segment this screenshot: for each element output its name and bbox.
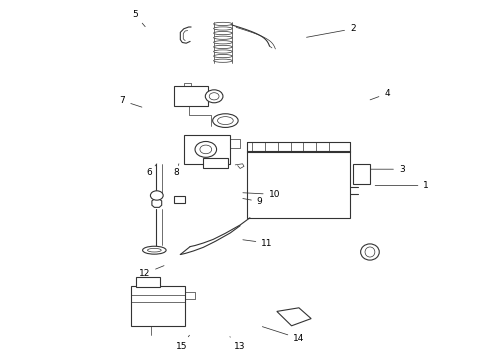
Text: 11: 11 — [243, 238, 273, 248]
Ellipse shape — [214, 50, 232, 53]
Text: 14: 14 — [262, 327, 305, 343]
Ellipse shape — [213, 114, 238, 127]
Ellipse shape — [214, 41, 232, 44]
Text: 8: 8 — [173, 164, 179, 177]
Circle shape — [200, 145, 212, 154]
Ellipse shape — [214, 31, 232, 35]
Bar — [174, 196, 185, 203]
Text: 1: 1 — [375, 181, 429, 190]
Bar — [131, 286, 185, 326]
Text: 2: 2 — [307, 24, 356, 37]
Bar — [184, 135, 230, 164]
Bar — [174, 86, 208, 106]
Ellipse shape — [214, 27, 232, 30]
Circle shape — [150, 191, 163, 200]
Polygon shape — [152, 197, 162, 207]
Bar — [136, 277, 160, 287]
Text: 3: 3 — [366, 165, 405, 174]
Circle shape — [195, 141, 217, 157]
Text: 9: 9 — [243, 197, 263, 206]
Ellipse shape — [214, 22, 232, 26]
Text: 10: 10 — [243, 190, 280, 199]
Ellipse shape — [365, 247, 375, 257]
Bar — [203, 158, 228, 168]
Ellipse shape — [361, 244, 379, 260]
Ellipse shape — [218, 117, 233, 125]
Ellipse shape — [214, 54, 232, 58]
Ellipse shape — [143, 246, 166, 254]
Bar — [247, 151, 350, 218]
Ellipse shape — [214, 45, 232, 49]
Text: 5: 5 — [132, 10, 145, 27]
Text: 13: 13 — [230, 337, 246, 351]
Ellipse shape — [214, 36, 232, 39]
Text: 6: 6 — [147, 164, 157, 177]
Text: 12: 12 — [139, 266, 164, 278]
Circle shape — [209, 93, 219, 100]
Text: 7: 7 — [120, 96, 142, 107]
Text: 4: 4 — [370, 89, 390, 100]
Polygon shape — [277, 308, 311, 326]
Circle shape — [205, 90, 223, 103]
Text: 15: 15 — [175, 335, 190, 351]
Ellipse shape — [147, 248, 161, 252]
Bar — [353, 164, 370, 184]
Ellipse shape — [214, 59, 232, 62]
